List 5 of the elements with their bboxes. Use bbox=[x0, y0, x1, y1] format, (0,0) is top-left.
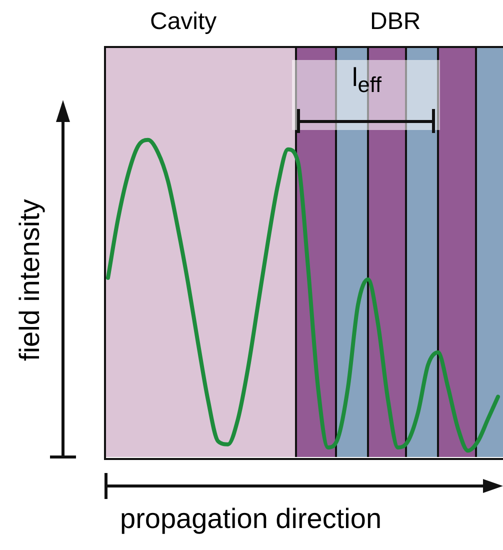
y-axis-title: field intensity bbox=[14, 199, 46, 361]
text: l$_{eff}$ bbox=[352, 62, 382, 98]
text: DBR bbox=[370, 8, 421, 36]
text: Cavity bbox=[150, 8, 217, 36]
x-axis-title: propagation direction bbox=[120, 503, 382, 535]
